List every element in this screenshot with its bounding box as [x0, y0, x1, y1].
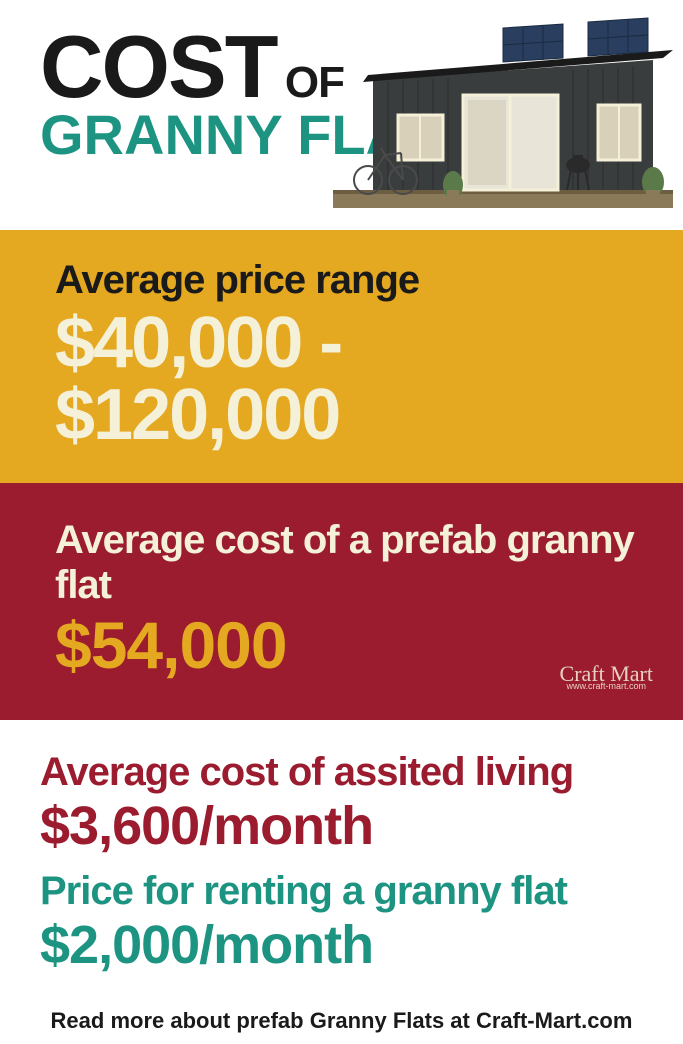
price-range-section: Average price range $40,000 - $120,000: [0, 230, 683, 483]
watermark: Craft Mart www.craft-mart.com: [560, 665, 653, 690]
assisted-label: Average cost of assited living: [40, 750, 643, 795]
assisted-value: $3,600/month: [40, 799, 643, 853]
title-cost: COST: [40, 17, 276, 116]
renting-label: Price for renting a granny flat: [40, 869, 643, 914]
footer-text: Read more about prefab Granny Flats at C…: [0, 998, 683, 1044]
renting-value: $2,000/month: [40, 918, 643, 972]
house-illustration: [313, 10, 683, 230]
prefab-value: $54,000: [55, 612, 643, 678]
header-section: COST OF GRANNY FLATS: [0, 0, 683, 230]
assisted-block: Average cost of assited living $3,600/mo…: [40, 750, 643, 853]
watermark-url: www.craft-mart.com: [560, 683, 653, 690]
prefab-label: Average cost of a prefab granny flat: [55, 518, 643, 608]
comparison-section: Average cost of assited living $3,600/mo…: [0, 720, 683, 998]
prefab-section: Average cost of a prefab granny flat $54…: [0, 483, 683, 720]
renting-block: Price for renting a granny flat $2,000/m…: [40, 869, 643, 972]
price-range-value: $40,000 - $120,000: [55, 307, 643, 451]
price-range-label: Average price range: [55, 258, 643, 303]
